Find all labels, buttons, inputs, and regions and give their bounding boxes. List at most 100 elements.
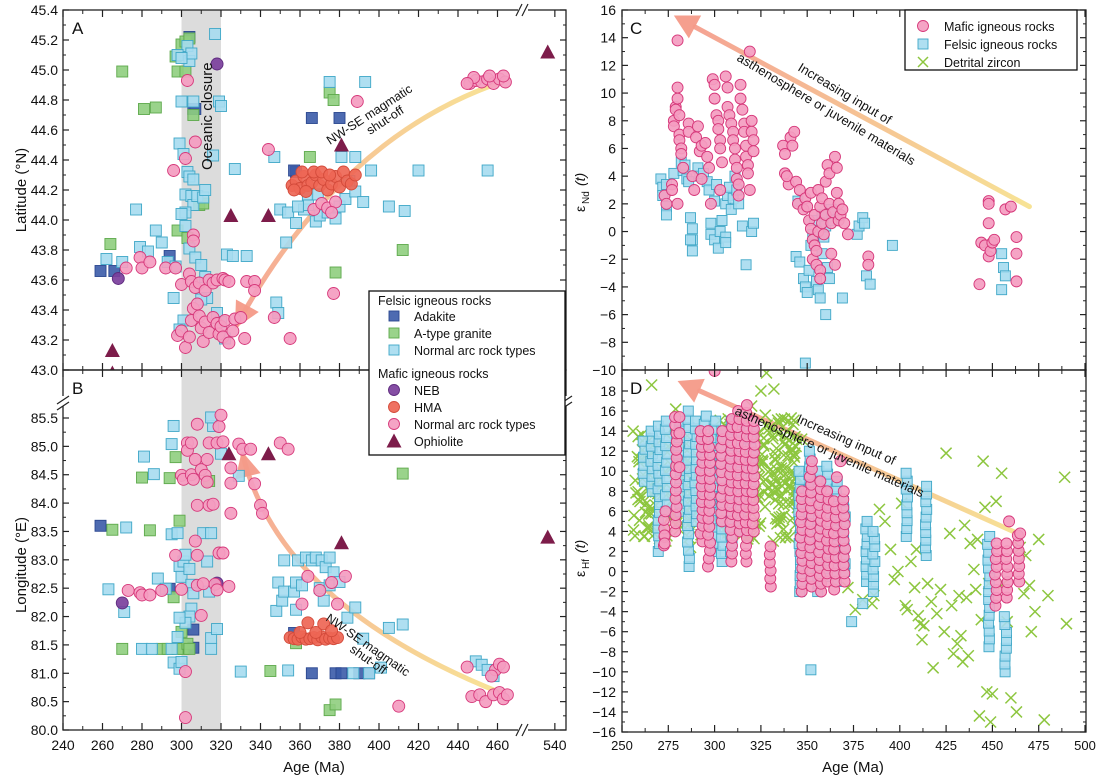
data-point bbox=[643, 501, 656, 514]
data-point bbox=[982, 217, 995, 230]
data-point bbox=[248, 284, 262, 297]
legend-c-label: Mafic igneous rocks bbox=[944, 20, 1054, 34]
data-point bbox=[775, 490, 788, 503]
data-point bbox=[359, 76, 372, 88]
data-point bbox=[1032, 533, 1045, 546]
data-point bbox=[303, 151, 316, 163]
y-tick-label: −16 bbox=[592, 724, 616, 740]
data-point bbox=[805, 664, 817, 676]
y-tick-label: 44.6 bbox=[31, 122, 58, 138]
data-point bbox=[803, 264, 815, 276]
data-point bbox=[190, 417, 204, 431]
data-point bbox=[829, 258, 841, 271]
data-point bbox=[982, 197, 995, 210]
data-point bbox=[323, 168, 337, 182]
panel-label-a: A bbox=[72, 19, 84, 38]
data-point bbox=[660, 209, 672, 221]
data-point bbox=[671, 81, 684, 94]
data-point bbox=[740, 399, 753, 411]
data-point bbox=[175, 582, 188, 596]
data-point bbox=[940, 447, 953, 460]
legend-marker-cross bbox=[917, 56, 929, 68]
data-point bbox=[761, 419, 774, 432]
data-point bbox=[167, 164, 181, 177]
axis-break-gap bbox=[60, 396, 66, 406]
data-point bbox=[261, 143, 275, 156]
data-point bbox=[323, 551, 336, 564]
data-point bbox=[222, 275, 236, 288]
legend-ab-label: NEB bbox=[414, 384, 440, 398]
data-point bbox=[190, 297, 204, 311]
legend-ab: Felsic igneous rocks Mafic igneous rocks… bbox=[368, 290, 566, 456]
axis-break-gap bbox=[518, 6, 528, 14]
data-point bbox=[627, 425, 640, 438]
data-point bbox=[212, 420, 226, 433]
data-point bbox=[244, 442, 258, 456]
data-point bbox=[94, 519, 107, 532]
data-point bbox=[770, 442, 783, 455]
y-title-c-t: (t) bbox=[572, 173, 588, 186]
y-tick-label: −10 bbox=[592, 362, 616, 378]
legend-marker-square bbox=[388, 344, 400, 356]
data-point bbox=[771, 484, 785, 497]
y-tick-label: 2 bbox=[608, 543, 616, 559]
y-tick-label: 4 bbox=[608, 523, 616, 539]
data-point bbox=[766, 432, 780, 445]
data-point bbox=[786, 139, 799, 152]
data-point bbox=[365, 164, 378, 177]
data-point bbox=[1058, 471, 1071, 484]
data-point bbox=[120, 521, 133, 534]
increase-c-line2: asthenosphere or juvenile materials bbox=[734, 50, 918, 169]
legend-ab-item: Ophiolite bbox=[386, 433, 463, 449]
data-point bbox=[769, 493, 782, 506]
data-point bbox=[205, 527, 218, 540]
data-point bbox=[642, 521, 655, 534]
y-tick-label: 6 bbox=[608, 140, 616, 156]
data-point bbox=[333, 112, 346, 124]
data-point bbox=[347, 667, 360, 680]
data-point bbox=[483, 69, 497, 83]
data-point bbox=[995, 467, 1008, 480]
x-tick-label: 340 bbox=[249, 737, 273, 753]
data-point bbox=[210, 583, 224, 597]
y-tick-label: −8 bbox=[600, 644, 616, 660]
data-point bbox=[691, 120, 704, 133]
x-tick-label: 250 bbox=[611, 738, 633, 753]
y-tick-label: 44.4 bbox=[31, 152, 58, 168]
y-title-d-eps: ε bbox=[572, 571, 588, 577]
y-tick-label: −2 bbox=[600, 251, 616, 267]
data-point bbox=[104, 343, 120, 357]
data-point bbox=[793, 184, 806, 196]
data-point bbox=[888, 573, 901, 586]
data-point bbox=[759, 409, 772, 422]
legend-c-item: Felsic igneous rocks bbox=[917, 38, 1057, 52]
data-point bbox=[190, 498, 204, 512]
data-point bbox=[357, 196, 370, 208]
data-point bbox=[857, 598, 869, 610]
data-point bbox=[841, 228, 854, 241]
data-point bbox=[764, 463, 777, 476]
y-axis-title-a: Latitude (°N) bbox=[13, 148, 30, 232]
data-point bbox=[899, 599, 912, 612]
data-point bbox=[1025, 625, 1038, 638]
data-point bbox=[834, 455, 847, 468]
data-point bbox=[147, 468, 160, 481]
data-point bbox=[695, 172, 708, 185]
data-point bbox=[481, 164, 494, 177]
y-tick-label: 14 bbox=[600, 30, 616, 46]
data-point bbox=[771, 513, 784, 526]
data-point bbox=[710, 415, 722, 427]
data-point bbox=[912, 609, 925, 622]
data-point bbox=[305, 112, 318, 124]
legend-ab-box bbox=[368, 290, 566, 456]
data-point bbox=[165, 642, 178, 655]
data-point bbox=[817, 228, 830, 241]
data-point bbox=[238, 332, 252, 345]
data-point bbox=[947, 647, 960, 660]
data-point bbox=[187, 173, 200, 186]
data-point bbox=[186, 472, 200, 486]
data-point bbox=[719, 70, 732, 83]
x-tick-label: 300 bbox=[704, 738, 726, 753]
y-tick-label: −2 bbox=[600, 584, 616, 600]
data-point bbox=[810, 244, 823, 257]
